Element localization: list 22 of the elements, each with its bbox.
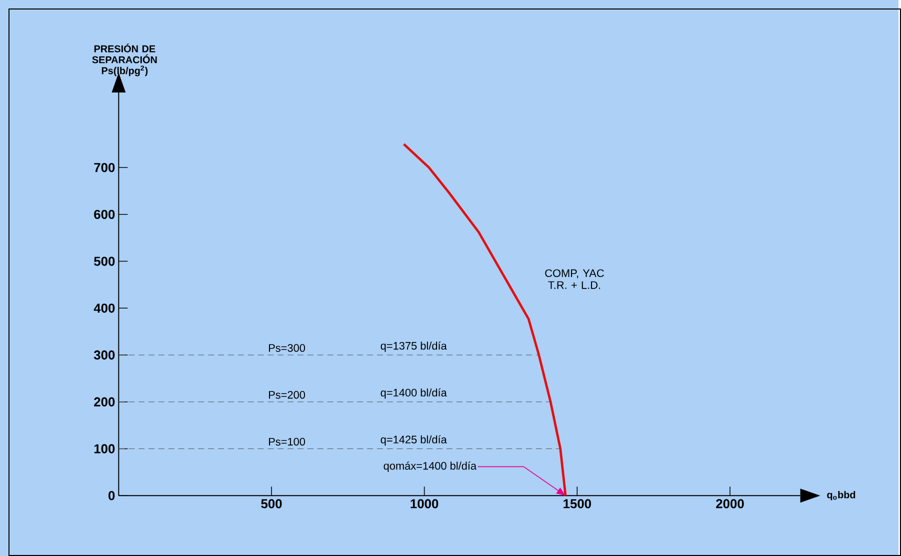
y-tick-label: 500 bbox=[94, 256, 115, 266]
x-axis-title: q$_{o}$bbd bbox=[827, 490, 856, 500]
y-tick-label: 700 bbox=[94, 162, 115, 172]
annotation: q=1425 bl/día bbox=[380, 435, 447, 446]
annotation: q=1375 bl/día bbox=[380, 341, 447, 352]
y-tick-label: 600 bbox=[94, 210, 115, 219]
text: COMP, YAC T.R. + L.D. bbox=[545, 269, 604, 289]
y-axis-title: PRESIÓN DE SEPARACIÓN Ps(lb/pg$^{2}$) bbox=[92, 43, 157, 76]
annotation: q=1400 bl/día bbox=[380, 388, 447, 398]
annotation: Ps=300 bbox=[269, 344, 306, 352]
annotation: Ps=200 bbox=[269, 390, 306, 398]
x-tick-label: 2000 bbox=[716, 498, 744, 508]
x-tick-label: 500 bbox=[261, 498, 282, 508]
y-tick-label: 0 bbox=[108, 490, 115, 500]
y-tick-label: 300 bbox=[94, 350, 115, 360]
x-tick-label: 1000 bbox=[410, 498, 438, 508]
y-tick-label: 400 bbox=[94, 303, 115, 312]
annotation: qomáx=1400 bl/día bbox=[384, 461, 477, 472]
x-tick-label: 1500 bbox=[564, 498, 591, 508]
annotation: Ps=100 bbox=[269, 438, 306, 446]
y-tick-label: 100 bbox=[94, 444, 115, 454]
y-tick-label: 200 bbox=[94, 397, 115, 406]
